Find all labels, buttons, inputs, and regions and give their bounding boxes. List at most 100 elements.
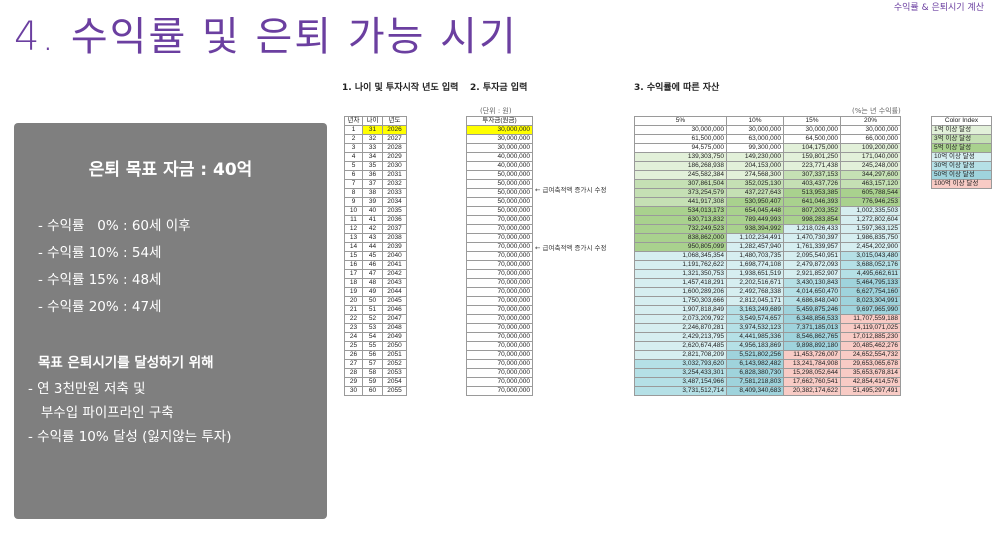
table-cell: 20,382,174,622 (783, 386, 841, 396)
table-cell: 2031 (382, 170, 407, 180)
table-cell: 70,000,000 (466, 386, 533, 396)
table-cell: 59 (362, 377, 383, 387)
table-row: 70,000,000 (466, 287, 533, 297)
table-cell: 30 (344, 386, 363, 396)
table-cell: 9,898,892,180 (783, 341, 841, 351)
table-row: 40,000,000 (466, 161, 533, 171)
table-row: 12 42 2037 (344, 224, 407, 234)
table-cell: 70,000,000 (466, 287, 533, 297)
table-cell: 10 (344, 206, 363, 216)
table-cell: 70,000,000 (466, 224, 533, 234)
table-cell: 70,000,000 (466, 260, 533, 270)
table-cell: 53 (362, 323, 383, 333)
table-row: 15 45 2040 (344, 251, 407, 261)
table-cell: 2 (344, 134, 363, 144)
table-cell: 27 (344, 359, 363, 369)
summary-box: 은퇴 목표 자금 : 40억 - 수익률 0% : 60세 이후 - 수익률 1… (14, 123, 327, 519)
table-cell: 1,218,026,433 (783, 224, 841, 234)
table-row: 245,582,384 274,568,300 307,337,153 344,297… (634, 170, 901, 180)
rate-item: - 수익률 10% : 54세 (38, 245, 162, 261)
table-cell: 70,000,000 (466, 215, 533, 225)
table-cell: 2044 (382, 287, 407, 297)
table-cell: 245,248,000 (840, 161, 901, 171)
table-cell: 70,000,000 (466, 278, 533, 288)
table-cell: 1,698,774,108 (726, 260, 784, 270)
table-cell: 50 (362, 296, 383, 306)
invest-table: 투자금(원금) 30,000,000 30,000,000 30,000,000 40… (466, 116, 533, 396)
table-cell: 26 (344, 350, 363, 360)
table-cell: 63,000,000 (726, 134, 784, 144)
table-cell: 2045 (382, 296, 407, 306)
table-cell: 186,268,938 (634, 161, 727, 171)
table-cell: 1,761,339,957 (783, 242, 841, 252)
table-cell: 30,000,000 (634, 125, 727, 135)
table-cell: 54 (362, 332, 383, 342)
table-cell: 1,457,418,291 (634, 278, 727, 288)
achieve-item: - 연 3천만원 저축 및 (28, 381, 146, 397)
col-header: 5% (634, 116, 727, 126)
table-cell: 789,449,993 (726, 215, 784, 225)
table-cell: 48 (362, 278, 383, 288)
table-cell: 2,073,209,792 (634, 314, 727, 324)
table-row: 3,487,154,966 7,581,218,803 17,662,760,541… (634, 377, 901, 387)
table-cell: 6,627,754,160 (840, 287, 901, 297)
table-row: 70,000,000 (466, 359, 533, 369)
table-cell: 776,946,253 (840, 197, 901, 207)
table-row: 30,000,000 (466, 134, 533, 144)
table-row: 70,000,000 (466, 224, 533, 234)
table-cell: 1,282,457,940 (726, 242, 784, 252)
table-cell: 70,000,000 (466, 341, 533, 351)
table-cell: 49 (362, 287, 383, 297)
table-cell: 5,521,802,256 (726, 350, 784, 360)
rate-item: - 수익률 0% : 60세 이후 (38, 218, 191, 234)
table-cell: 2,246,870,281 (634, 323, 727, 333)
table-cell: 39 (362, 197, 383, 207)
invest-note: ← 급여축적액 증가시 수정 (535, 186, 607, 194)
table-cell: 3,254,433,301 (634, 368, 727, 378)
table-cell: 70,000,000 (466, 242, 533, 252)
table-cell: 70,000,000 (466, 233, 533, 243)
table-cell: 1,907,818,849 (634, 305, 727, 315)
table-row: 1,457,418,291 2,202,516,671 3,430,130,843 5… (634, 278, 901, 288)
table-cell: 149,230,000 (726, 152, 784, 162)
col-header: Color Index (931, 116, 992, 126)
table-row: 14 44 2039 (344, 242, 407, 252)
table-cell: 70,000,000 (466, 332, 533, 342)
table-cell: 11,453,726,007 (783, 350, 841, 360)
table-cell: 30,000,000 (466, 125, 533, 135)
table-row: 5 35 2030 (344, 161, 407, 171)
table-cell: 1,480,703,735 (726, 251, 784, 261)
col-header: 20% (840, 116, 901, 126)
table-row: 950,805,099 1,282,457,940 1,761,339,957 2,4… (634, 242, 901, 252)
table-row: 70,000,000 (466, 368, 533, 378)
table-row: 30억 이상 달성 (931, 161, 992, 171)
table-cell: 9 (344, 197, 363, 207)
table-cell: 2037 (382, 224, 407, 234)
table-row: 30,000,000 (466, 125, 533, 135)
table-cell: 513,953,385 (783, 188, 841, 198)
col-header: 나이 (362, 116, 383, 126)
table-row: 70,000,000 (466, 251, 533, 261)
table-row: 534,013,173 654,045,448 807,203,352 1,002,3… (634, 206, 901, 216)
table-row: 50억 이상 달성 (931, 170, 992, 180)
table-cell: 2039 (382, 242, 407, 252)
table-cell: 3,032,793,620 (634, 359, 727, 369)
achieve-item: 부수입 파이프라인 구축 (28, 405, 174, 421)
table-cell: 15,298,052,644 (783, 368, 841, 378)
table-row: 21 51 2046 (344, 305, 407, 315)
table-row: 3,254,433,301 6,828,380,730 15,298,052,644… (634, 368, 901, 378)
table-cell: 3,015,043,480 (840, 251, 901, 261)
table-cell: 13 (344, 233, 363, 243)
table-cell: 70,000,000 (466, 359, 533, 369)
table-cell: 2047 (382, 314, 407, 324)
table-cell: 4,686,848,040 (783, 296, 841, 306)
table-cell: 807,203,352 (783, 206, 841, 216)
table-cell: 52 (362, 314, 383, 324)
table-cell: 245,582,384 (634, 170, 727, 180)
table-cell: 2052 (382, 359, 407, 369)
table-cell: 950,805,099 (634, 242, 727, 252)
table-cell: 1,470,730,397 (783, 233, 841, 243)
table-row: 11 41 2036 (344, 215, 407, 225)
table-row: 70,000,000 (466, 215, 533, 225)
table-cell: 38 (362, 188, 383, 198)
